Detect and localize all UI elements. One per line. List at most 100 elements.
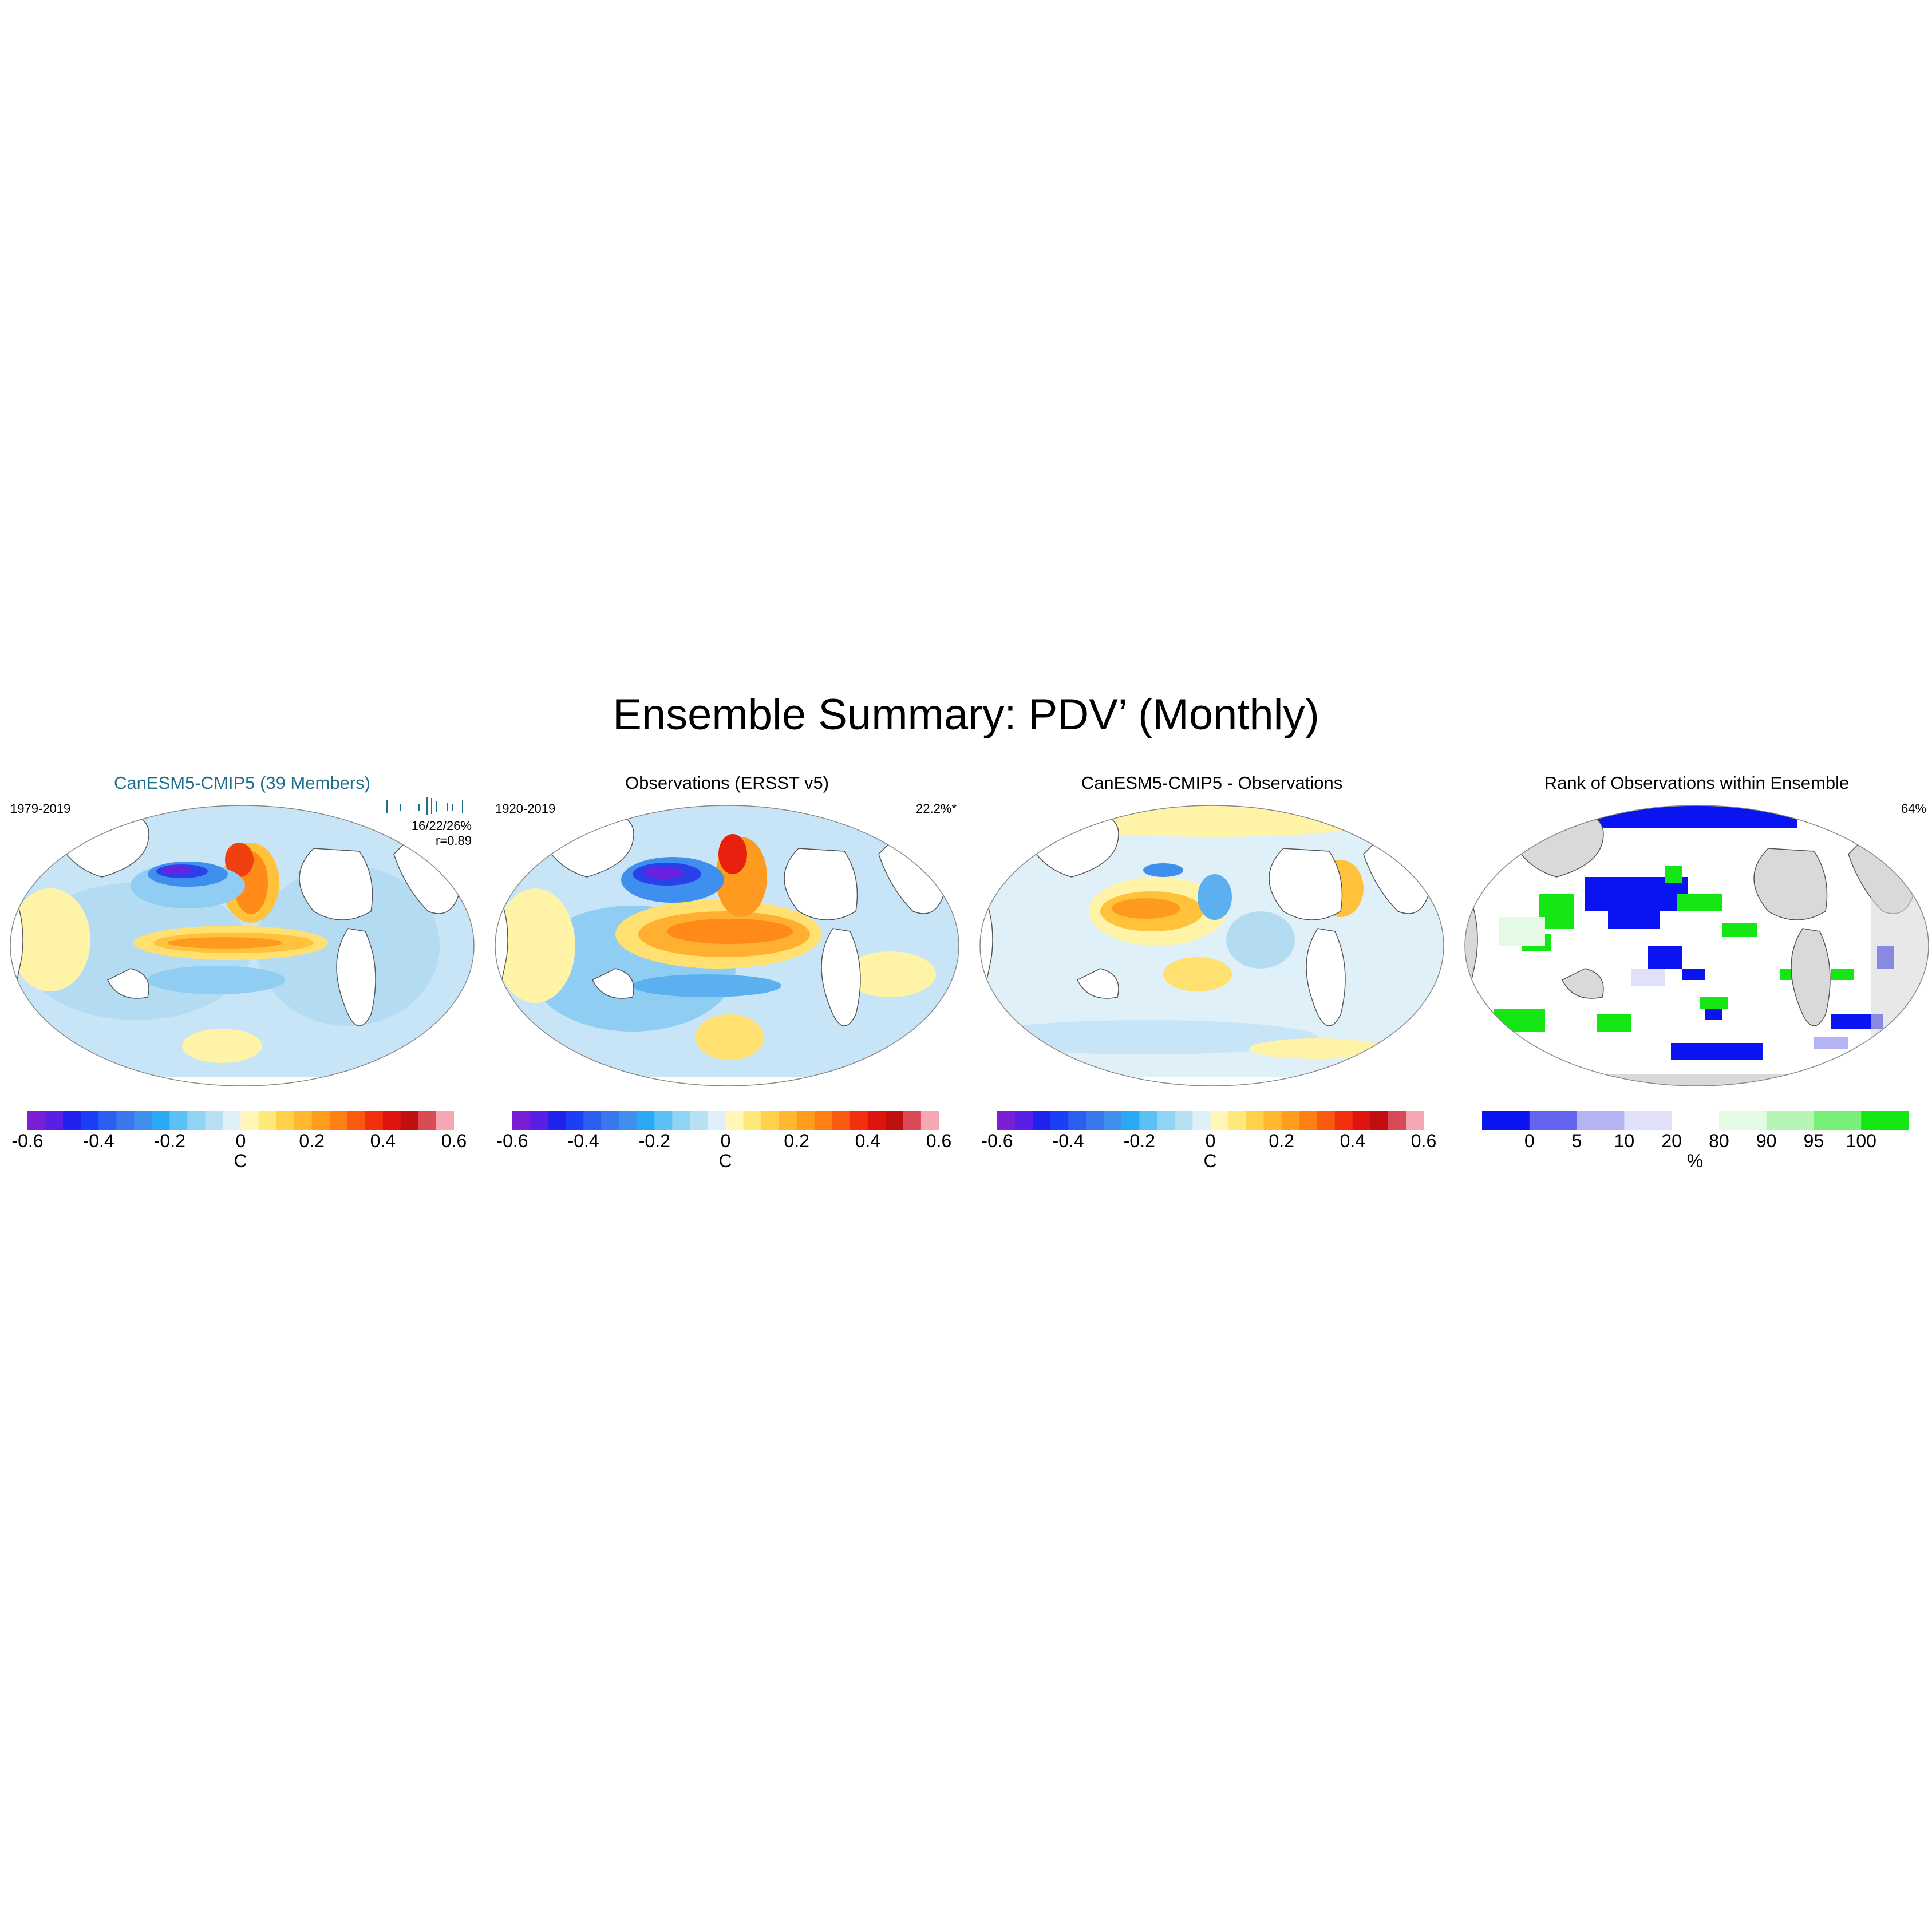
colorbar-swatch [566,1111,584,1130]
colorbar-swatch [761,1111,780,1130]
colorbar-tick-label: 80 [1709,1131,1729,1151]
colorbar-tick-label: -0.2 [638,1131,670,1151]
colorbar-swatch [885,1111,904,1130]
colorbar [512,1111,939,1130]
colorbar-swatch [134,1111,152,1130]
colorbar-swatch [1033,1111,1051,1130]
colorbar-swatch [743,1111,762,1130]
colorbar-swatch [311,1111,330,1130]
colorbar-swatch [329,1111,348,1130]
colorbar-swatch [294,1111,313,1130]
colorbar-tick-label: 0.6 [926,1131,952,1151]
colorbar-swatch [1281,1111,1300,1130]
colorbar-unit: C [718,1151,732,1171]
colorbar-swatch [258,1111,277,1130]
colorbar-swatch [1370,1111,1389,1130]
colorbar-swatch [223,1111,241,1130]
colorbar-tick-label: 90 [1756,1131,1777,1151]
colorbar-swatch [382,1111,401,1130]
colorbar [1482,1111,1909,1130]
period-label: 1979-2019 [10,801,71,816]
colorbar-swatch [1086,1111,1104,1130]
colorbar-swatch [365,1111,384,1130]
colorbar-swatch [1814,1111,1862,1130]
colorbar-swatch [1672,1111,1720,1130]
panel-observations: Observations (ERSST v5) 1920-2019 22.2%* [489,773,965,1185]
colorbar-swatch [1352,1111,1371,1130]
colorbar-tick-label: 0.4 [370,1131,396,1151]
colorbar [27,1111,454,1130]
colorbar-tick-label: 0.4 [855,1131,881,1151]
colorbar-tick-label: -0.6 [11,1131,44,1151]
colorbar-swatch [1228,1111,1247,1130]
colorbar-tick-label: 95 [1803,1131,1824,1151]
colorbar-tick-label: 0.4 [1340,1131,1366,1151]
colorbar-swatch [63,1111,81,1130]
colorbar-swatch [1139,1111,1157,1130]
colorbar-swatch [1861,1111,1909,1130]
panel-title: CanESM5-CMIP5 (39 Members) [114,773,370,793]
colorbar-swatch [1766,1111,1814,1130]
colorbar-swatch [725,1111,744,1130]
colorbar-tick-label: 0 [235,1131,246,1151]
panel-title: Rank of Observations within Ensemble [1544,773,1850,793]
map-observations [495,805,959,1086]
colorbar-swatch [1334,1111,1353,1130]
colorbar-swatch [708,1111,726,1130]
colorbar-tick-label: -0.4 [567,1131,599,1151]
colorbar-swatch [1482,1111,1530,1130]
colorbar-swatch [1121,1111,1140,1130]
colorbar-swatch [814,1111,833,1130]
colorbar [997,1111,1424,1130]
stat-rank-percent: 64% [1901,801,1926,816]
colorbar-swatch [690,1111,708,1130]
period-label: 1920-2019 [495,801,556,816]
colorbar-swatch [583,1111,602,1130]
panel-title: CanESM5-CMIP5 - Observations [1081,773,1343,793]
map-model-mean [10,805,475,1086]
colorbar-swatch [920,1111,939,1130]
colorbar-swatch [796,1111,815,1130]
panel-model-mean: CanESM5-CMIP5 (39 Members) 1979-2019 16/… [5,773,480,1185]
colorbar-swatch [400,1111,419,1130]
panel-title: Observations (ERSST v5) [625,773,829,793]
colorbar-swatch [672,1111,690,1130]
colorbar-tick-label: -0.4 [1052,1131,1084,1151]
colorbar-tick-label: 5 [1571,1131,1582,1151]
colorbar-swatch [418,1111,437,1130]
colorbar-swatch [276,1111,295,1130]
colorbar-tick-label: -0.6 [981,1131,1013,1151]
colorbar-swatch [98,1111,117,1130]
colorbar-swatch [81,1111,99,1130]
colorbar-tick-label: 10 [1614,1131,1635,1151]
colorbar-swatch [1624,1111,1672,1130]
colorbar-swatch [1405,1111,1424,1130]
colorbar-tick-label: 0 [1524,1131,1535,1151]
map-rank [1464,805,1929,1086]
colorbar-swatch [1192,1111,1211,1130]
colorbar-swatch [779,1111,797,1130]
colorbar-swatch [637,1111,655,1130]
colorbar-unit: C [1203,1151,1217,1171]
colorbar-swatch [1104,1111,1122,1130]
colorbar-swatch [619,1111,637,1130]
colorbar-swatch [832,1111,851,1130]
colorbar-swatch [1068,1111,1086,1130]
colorbar-swatch [1299,1111,1318,1130]
panel-rank: Rank of Observations within Ensemble 64% [1459,773,1932,1185]
rank-histogram-ticks [386,797,463,815]
colorbar-swatch [1050,1111,1069,1130]
colorbar-tick-label: 0.2 [784,1131,809,1151]
colorbar-swatch [1317,1111,1336,1130]
colorbar-tick-label: 0.2 [1269,1131,1294,1151]
colorbar-tick-label: -0.2 [153,1131,185,1151]
colorbar-swatch [1015,1111,1033,1130]
colorbar-tick-label: -0.6 [496,1131,528,1151]
colorbar-swatch [1263,1111,1282,1130]
colorbar-swatch [850,1111,868,1130]
colorbar-swatch [240,1111,259,1130]
colorbar-swatch [347,1111,366,1130]
colorbar-swatch [903,1111,922,1130]
colorbar-swatch [187,1111,206,1130]
figure-title: Ensemble Summary: PDV’ (Monthly) [613,690,1319,739]
